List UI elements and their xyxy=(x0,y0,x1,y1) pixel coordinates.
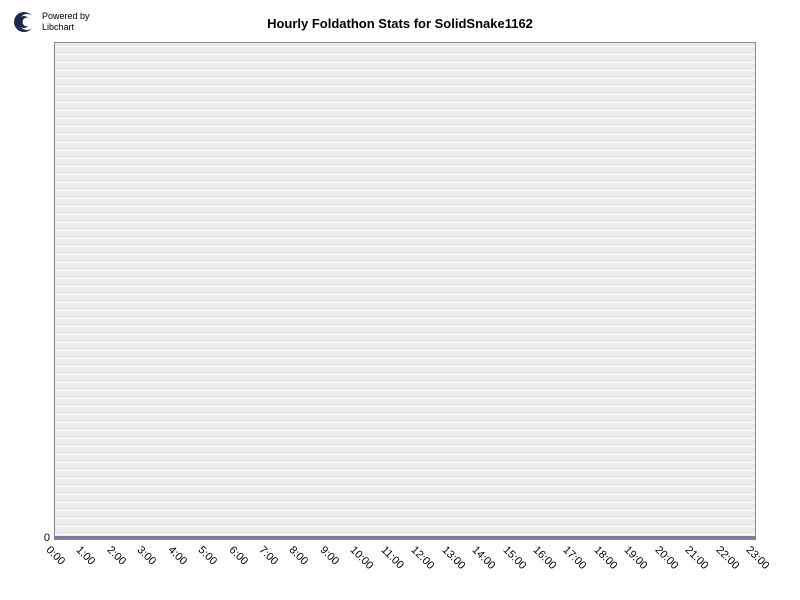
gridline xyxy=(55,246,755,247)
gridline xyxy=(55,342,755,343)
gridline xyxy=(55,150,755,151)
gridline xyxy=(55,382,755,383)
x-tick-label: 14:00 xyxy=(470,544,498,572)
gridline xyxy=(55,486,755,487)
gridline xyxy=(55,310,755,311)
gridline xyxy=(55,462,755,463)
gridline xyxy=(55,230,755,231)
gridline xyxy=(55,182,755,183)
gridline xyxy=(55,134,755,135)
gridline xyxy=(55,62,755,63)
gridline xyxy=(55,438,755,439)
gridline xyxy=(55,374,755,375)
gridline xyxy=(55,86,755,87)
x-tick-label: 8:00 xyxy=(287,544,311,568)
x-tick-label: 10:00 xyxy=(348,544,376,572)
gridline xyxy=(55,294,755,295)
x-tick-label: 20:00 xyxy=(652,544,680,572)
gridline xyxy=(55,102,755,103)
gridline xyxy=(55,326,755,327)
x-tick-label: 2:00 xyxy=(104,544,128,568)
plot-area xyxy=(54,42,756,540)
gridline xyxy=(55,478,755,479)
x-tick-label: 12:00 xyxy=(409,544,437,572)
x-tick-label: 13:00 xyxy=(439,544,467,572)
gridline xyxy=(55,406,755,407)
gridline xyxy=(55,390,755,391)
gridline xyxy=(55,118,755,119)
gridline xyxy=(55,174,755,175)
gridline xyxy=(55,398,755,399)
x-tick-label: 4:00 xyxy=(165,544,189,568)
chart-container: { "branding": { "powered_by_line1": "Pow… xyxy=(0,0,800,600)
x-tick-label: 18:00 xyxy=(591,544,619,572)
x-tick-label: 3:00 xyxy=(135,544,159,568)
gridline xyxy=(55,198,755,199)
gridline xyxy=(55,518,755,519)
gridline xyxy=(55,206,755,207)
gridline xyxy=(55,350,755,351)
gridline xyxy=(55,270,755,271)
gridline xyxy=(55,238,755,239)
x-tick-label: 21:00 xyxy=(683,544,711,572)
x-tick-label: 9:00 xyxy=(317,544,341,568)
gridline xyxy=(55,414,755,415)
gridline xyxy=(55,54,755,55)
x-tick-label: 16:00 xyxy=(530,544,558,572)
gridline xyxy=(55,70,755,71)
gridline xyxy=(55,262,755,263)
gridline xyxy=(55,286,755,287)
gridline xyxy=(55,126,755,127)
gridline xyxy=(55,470,755,471)
gridline xyxy=(55,278,755,279)
gridline xyxy=(55,334,755,335)
chart-title: Hourly Foldathon Stats for SolidSnake116… xyxy=(0,16,800,31)
gridline xyxy=(55,166,755,167)
gridline xyxy=(55,78,755,79)
series-line xyxy=(55,536,755,539)
gridline xyxy=(55,358,755,359)
x-tick-label: 5:00 xyxy=(196,544,220,568)
gridline xyxy=(55,158,755,159)
gridline xyxy=(55,494,755,495)
gridline xyxy=(55,110,755,111)
x-tick-label: 11:00 xyxy=(378,544,405,571)
gridline xyxy=(55,254,755,255)
gridline xyxy=(55,454,755,455)
gridline xyxy=(55,422,755,423)
gridline xyxy=(55,502,755,503)
gridline xyxy=(55,94,755,95)
gridline xyxy=(55,222,755,223)
gridline xyxy=(55,214,755,215)
gridline xyxy=(55,318,755,319)
x-tick-label: 22:00 xyxy=(713,544,741,572)
gridline xyxy=(55,190,755,191)
gridline xyxy=(55,534,755,535)
x-tick-label: 15:00 xyxy=(500,544,528,572)
gridline xyxy=(55,46,755,47)
x-tick-label: 23:00 xyxy=(744,544,772,572)
y-tick-label: 0 xyxy=(36,532,50,544)
x-tick-label: 7:00 xyxy=(257,544,281,568)
gridline xyxy=(55,430,755,431)
gridline xyxy=(55,142,755,143)
x-tick-label: 6:00 xyxy=(226,544,250,568)
x-tick-label: 17:00 xyxy=(561,544,589,572)
x-tick-label: 19:00 xyxy=(622,544,650,572)
gridline xyxy=(55,446,755,447)
gridline xyxy=(55,510,755,511)
x-tick-label: 0:00 xyxy=(44,544,68,568)
gridline xyxy=(55,302,755,303)
gridline xyxy=(55,366,755,367)
gridline xyxy=(55,526,755,527)
x-tick-label: 1:00 xyxy=(74,544,98,568)
